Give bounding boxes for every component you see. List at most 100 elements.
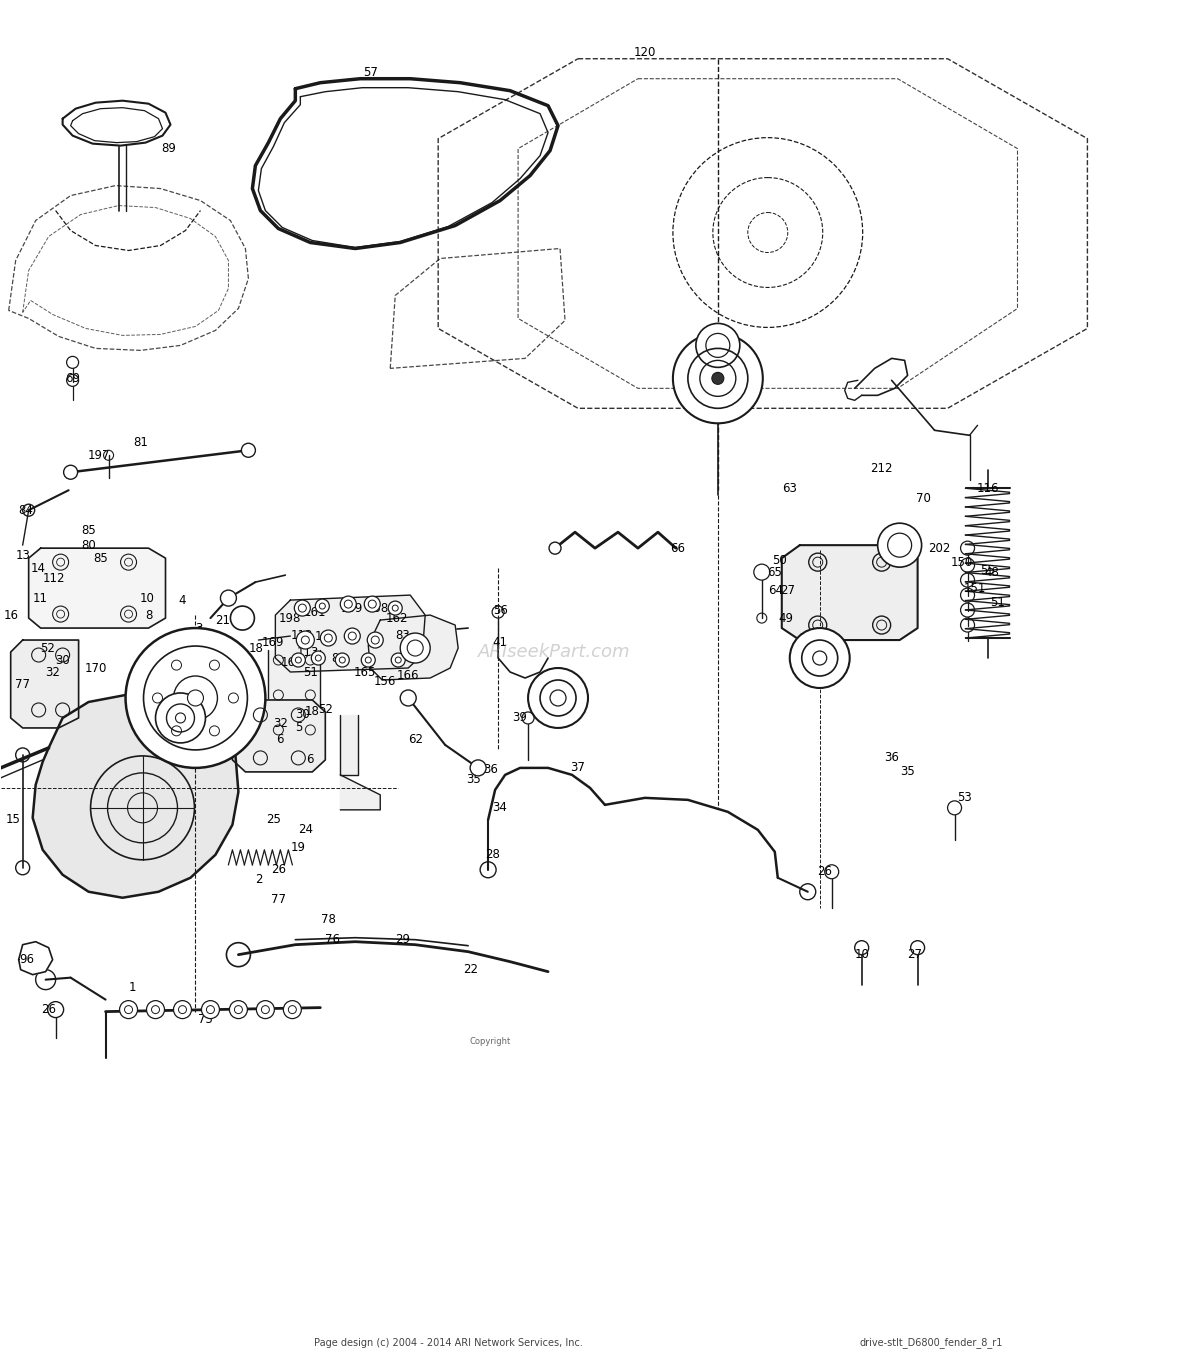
Text: 3: 3 [195,621,202,635]
Circle shape [173,1000,191,1019]
Circle shape [365,597,380,612]
Circle shape [320,631,336,646]
Text: 35: 35 [900,765,914,779]
Circle shape [367,632,384,648]
Circle shape [878,523,922,567]
Text: 28: 28 [485,848,499,862]
Polygon shape [268,650,320,760]
Polygon shape [368,616,458,680]
Circle shape [188,690,203,705]
Text: 13: 13 [15,549,31,561]
Circle shape [400,690,417,705]
Text: 116: 116 [976,481,998,495]
Text: 64: 64 [768,583,784,597]
Text: 51: 51 [990,595,1005,609]
Circle shape [470,760,486,776]
Text: 161: 161 [304,606,327,618]
Text: 52: 52 [317,704,333,716]
Circle shape [789,628,850,688]
Text: 2: 2 [255,874,262,886]
Polygon shape [63,101,170,145]
Text: 120: 120 [634,46,656,60]
Text: 6: 6 [132,689,139,701]
Text: 19: 19 [290,841,306,855]
Text: 53: 53 [957,791,972,805]
Text: 168: 168 [409,641,432,655]
Circle shape [64,465,78,480]
Text: 120: 120 [808,666,831,678]
Circle shape [392,654,405,667]
Circle shape [291,654,306,667]
Circle shape [696,323,740,367]
Circle shape [550,690,566,705]
Circle shape [230,606,255,631]
Text: 158: 158 [367,602,389,614]
Text: 39: 39 [512,712,527,724]
Circle shape [202,1000,219,1019]
Text: 169: 169 [262,636,284,648]
Text: Page design (c) 2004 - 2014 ARI Network Services, Inc.: Page design (c) 2004 - 2014 ARI Network … [314,1339,583,1348]
Text: 162: 162 [386,612,408,625]
Text: 24: 24 [297,824,313,836]
Text: 18: 18 [249,641,264,655]
Text: 5: 5 [295,722,302,734]
Text: 6: 6 [276,734,284,746]
Text: ARIseekPart.com: ARIseekPart.com [478,643,631,662]
Text: 51: 51 [303,666,317,678]
Text: 6: 6 [307,753,314,766]
Text: 77: 77 [271,893,286,906]
Polygon shape [782,545,918,640]
Text: 41: 41 [492,636,507,648]
Text: 25: 25 [266,813,281,826]
Text: 14: 14 [315,629,330,643]
Text: 32: 32 [45,666,60,678]
Polygon shape [28,548,165,628]
Text: 56: 56 [493,603,507,617]
Text: 36: 36 [884,752,899,764]
Polygon shape [19,942,53,974]
Text: 10: 10 [140,591,155,605]
Text: 82: 82 [330,651,346,665]
Text: 8: 8 [145,609,152,621]
Circle shape [388,601,402,616]
Text: 156: 156 [374,675,396,689]
Text: 22: 22 [463,964,478,976]
Text: 55: 55 [981,564,995,576]
Text: 159: 159 [341,602,363,614]
Text: Copyright: Copyright [470,1037,511,1046]
Text: 38: 38 [555,685,570,699]
Text: 32: 32 [273,718,288,730]
Circle shape [294,601,310,616]
Text: 27: 27 [907,949,922,961]
Text: 1: 1 [129,981,136,995]
Circle shape [315,599,329,613]
Text: 80: 80 [81,538,96,552]
Text: 151: 151 [963,582,985,595]
Circle shape [146,1000,164,1019]
Text: 49: 49 [779,612,793,625]
Text: 96: 96 [19,953,34,966]
Circle shape [400,633,431,663]
Text: 26: 26 [818,866,832,878]
Text: 10: 10 [854,949,870,961]
Text: 37: 37 [571,761,585,775]
Polygon shape [33,694,238,898]
Circle shape [712,372,723,385]
Text: 15: 15 [5,813,20,826]
Text: 170: 170 [85,662,106,674]
Text: 18: 18 [304,705,320,719]
Text: 78: 78 [321,913,336,927]
Text: 29: 29 [395,934,409,946]
Text: 35: 35 [466,773,480,787]
Circle shape [529,669,588,728]
Text: 69: 69 [65,372,80,385]
Text: 81: 81 [133,436,148,448]
Text: 202: 202 [929,542,951,554]
Text: 79: 79 [195,692,210,704]
Text: 85: 85 [81,523,96,537]
Circle shape [361,654,375,667]
Circle shape [335,654,349,667]
Text: 4: 4 [178,594,186,606]
Circle shape [119,1000,138,1019]
Polygon shape [275,595,425,671]
